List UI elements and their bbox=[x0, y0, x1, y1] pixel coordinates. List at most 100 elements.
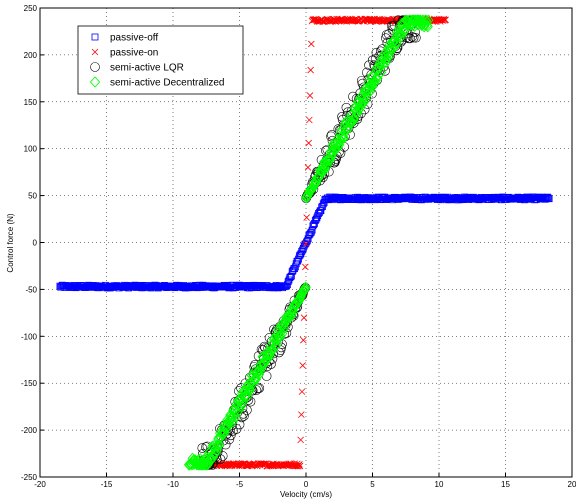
data-point bbox=[300, 314, 308, 321]
data-point bbox=[306, 230, 314, 238]
data-point bbox=[209, 448, 220, 460]
data-point bbox=[391, 37, 402, 50]
data-point bbox=[306, 116, 313, 124]
data-point bbox=[336, 130, 347, 143]
data-point bbox=[234, 404, 245, 416]
data-point bbox=[395, 27, 406, 40]
data-point bbox=[356, 97, 368, 109]
data-point bbox=[229, 405, 241, 418]
data-point bbox=[329, 143, 341, 155]
data-point bbox=[302, 263, 309, 271]
data-point bbox=[296, 461, 303, 468]
data-point bbox=[308, 226, 316, 234]
data-point bbox=[297, 250, 305, 258]
x-tick-label: -5 bbox=[236, 480, 244, 489]
legend-entry: semi-active Decentralized bbox=[110, 78, 225, 89]
data-point bbox=[375, 66, 387, 79]
data-point bbox=[245, 396, 256, 407]
data-point bbox=[243, 378, 254, 390]
x-tick-label: -20 bbox=[34, 480, 46, 489]
data-point bbox=[372, 69, 384, 82]
data-point bbox=[314, 165, 326, 177]
data-point bbox=[317, 207, 325, 215]
data-point bbox=[334, 134, 345, 146]
data-point bbox=[544, 193, 551, 201]
data-point bbox=[227, 416, 238, 428]
data-point bbox=[421, 16, 432, 28]
data-point bbox=[289, 267, 297, 274]
data-point bbox=[303, 214, 310, 221]
data-point bbox=[307, 66, 314, 74]
data-point bbox=[308, 40, 315, 48]
data-point bbox=[545, 195, 553, 203]
data-point bbox=[305, 139, 312, 147]
data-point bbox=[217, 451, 228, 461]
data-point bbox=[220, 439, 231, 450]
y-tick-label: 200 bbox=[24, 51, 38, 60]
data-point bbox=[212, 439, 223, 451]
data-point bbox=[187, 452, 198, 465]
legend: passive-off passive-on semi-active LQR semi… bbox=[77, 25, 244, 95]
y-tick-label: -150 bbox=[21, 379, 38, 388]
x-tick-label: 0 bbox=[304, 480, 309, 489]
data-point bbox=[267, 343, 278, 356]
data-point bbox=[345, 116, 356, 128]
data-point bbox=[231, 462, 239, 469]
data-point bbox=[358, 93, 369, 106]
data-point bbox=[422, 21, 433, 33]
data-point bbox=[420, 14, 432, 26]
data-point bbox=[197, 443, 208, 453]
data-point bbox=[411, 32, 421, 43]
data-point bbox=[437, 16, 445, 24]
data-point bbox=[338, 132, 350, 144]
x-tick-label: -10 bbox=[167, 480, 179, 489]
legend-entry: passive-on bbox=[110, 48, 158, 59]
x-tick-label: 10 bbox=[435, 480, 444, 489]
data-point bbox=[364, 60, 374, 70]
y-tick-label: -200 bbox=[21, 426, 38, 435]
data-point bbox=[214, 439, 225, 451]
data-point bbox=[353, 102, 364, 114]
legend-marker bbox=[89, 76, 101, 88]
data-point bbox=[268, 334, 280, 346]
y-tick-label: -50 bbox=[25, 285, 37, 294]
data-point bbox=[370, 72, 381, 85]
data-point bbox=[365, 85, 376, 98]
ticks: -20 -15 -10 -5 0 5 10 15 20-250-200-150-100-5005… bbox=[21, 4, 576, 489]
y-tick-label: 150 bbox=[24, 98, 38, 107]
data-point bbox=[296, 462, 304, 470]
data-point bbox=[299, 362, 306, 369]
legend-box bbox=[77, 25, 244, 95]
data-point bbox=[255, 364, 266, 377]
legend-marker bbox=[91, 48, 99, 56]
data-point bbox=[356, 108, 366, 119]
data-point bbox=[283, 308, 295, 321]
y-axis-title: Control force (N) bbox=[6, 213, 15, 272]
data-point bbox=[340, 126, 351, 138]
data-point bbox=[410, 27, 420, 37]
data-point bbox=[224, 434, 235, 445]
data-point bbox=[387, 24, 398, 35]
data-point bbox=[306, 92, 314, 99]
y-tick-label: 50 bbox=[28, 192, 37, 201]
data-point bbox=[276, 342, 287, 353]
data-point bbox=[399, 23, 410, 35]
data-point bbox=[361, 88, 372, 101]
data-point bbox=[291, 265, 298, 272]
legend-entry: semi-active LQR bbox=[110, 63, 184, 74]
data-point bbox=[203, 457, 214, 470]
data-point bbox=[296, 251, 304, 259]
x-tick-label: 20 bbox=[568, 480, 576, 489]
data-point bbox=[404, 14, 415, 26]
data-point bbox=[271, 339, 282, 352]
data-point bbox=[419, 20, 430, 33]
data-point bbox=[240, 390, 251, 402]
data-point bbox=[208, 439, 220, 452]
data-point bbox=[326, 130, 337, 140]
data-point bbox=[423, 14, 434, 26]
data-point bbox=[442, 16, 449, 24]
data-point bbox=[298, 388, 306, 395]
data-point bbox=[254, 383, 265, 393]
data-point bbox=[198, 459, 210, 471]
